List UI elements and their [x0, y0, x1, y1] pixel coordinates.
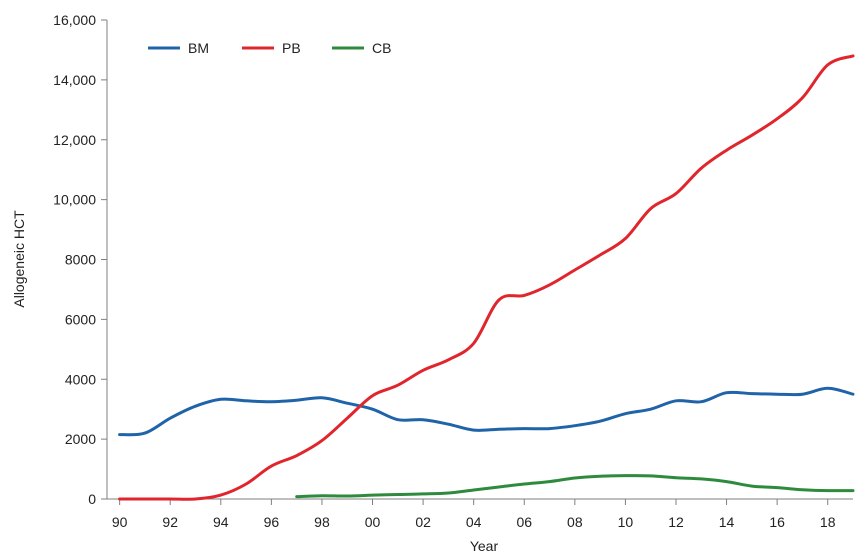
x-tick-label: 96 [264, 514, 280, 530]
x-tick-label: 98 [314, 514, 330, 530]
x-tick-label: 16 [769, 514, 785, 530]
y-tick-label: 0 [88, 491, 96, 507]
series-layer [118, 54, 855, 501]
x-axis: 90 92 94 96 98 00 02 04 06 08 10 12 14 16 18 [107, 498, 853, 530]
x-tick-label: 00 [365, 514, 381, 530]
y-tick-label: 8000 [65, 252, 96, 268]
x-tick-label: 92 [162, 514, 178, 530]
y-tick-label: 10,000 [53, 192, 96, 208]
x-tick-label: 90 [112, 514, 128, 530]
legend: BM PB CB [148, 40, 391, 56]
y-tick-label: 12,000 [53, 132, 96, 148]
x-tick-label: 08 [567, 514, 583, 530]
x-tick-label: 10 [618, 514, 634, 530]
y-tick-label: 2000 [65, 431, 96, 447]
series-line-bm [118, 386, 855, 437]
y-axis: 0 2000 4000 6000 8000 10,000 12,000 14,000 16,00… [53, 12, 108, 507]
x-tick-label: 02 [415, 514, 431, 530]
y-axis-label: Allogeneic HCT [11, 210, 27, 308]
x-tick-label: 12 [668, 514, 684, 530]
x-tick-label: 94 [213, 514, 229, 530]
y-tick-label: 6000 [65, 311, 96, 327]
series-line-pb [118, 54, 855, 501]
x-tick-label: 06 [516, 514, 532, 530]
x-tick-label: 04 [466, 514, 482, 530]
x-axis-label: Year [470, 538, 499, 554]
legend-label-bm: BM [188, 40, 209, 56]
legend-label-pb: PB [282, 40, 301, 56]
series-line-cb [295, 474, 855, 499]
legend-label-cb: CB [372, 40, 391, 56]
y-tick-label: 16,000 [53, 12, 96, 28]
x-tick-label: 14 [719, 514, 735, 530]
x-tick-label: 18 [820, 514, 836, 530]
y-tick-label: 4000 [65, 371, 96, 387]
y-tick-label: 14,000 [53, 72, 96, 88]
